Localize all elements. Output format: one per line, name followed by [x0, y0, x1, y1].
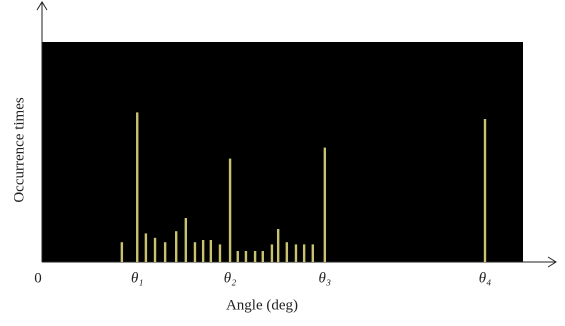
bar	[120, 242, 124, 262]
x-tick-label: θ₂	[224, 270, 237, 286]
x-axis-arrow	[547, 256, 557, 268]
bar	[276, 229, 280, 262]
y-axis-label: Occurrence times	[11, 97, 27, 203]
bar	[209, 240, 213, 262]
bar	[236, 251, 239, 262]
bar	[228, 158, 232, 262]
x-tick-label: 0	[34, 270, 42, 286]
plot-background	[42, 42, 523, 262]
x-tick-label: θ₃	[319, 270, 332, 286]
bar	[253, 251, 257, 262]
bar	[218, 244, 222, 262]
bar	[261, 251, 264, 262]
bar	[193, 242, 197, 262]
bar	[294, 244, 298, 262]
bar	[285, 242, 289, 262]
bar	[302, 244, 306, 262]
bar	[163, 242, 167, 262]
x-axis-label: Angle (deg)	[226, 297, 298, 313]
x-tick-label: θ₄	[479, 270, 492, 286]
bar	[201, 240, 205, 262]
bar	[323, 147, 327, 262]
y-axis-arrow	[36, 1, 48, 11]
bar	[483, 119, 487, 262]
bar	[184, 218, 188, 262]
bar	[174, 231, 178, 262]
bar	[270, 244, 274, 262]
bar	[311, 244, 315, 262]
bar	[244, 251, 248, 262]
bar	[136, 112, 139, 263]
bar	[144, 233, 148, 262]
bar	[153, 237, 157, 262]
x-tick-label: θ₁	[131, 270, 144, 286]
